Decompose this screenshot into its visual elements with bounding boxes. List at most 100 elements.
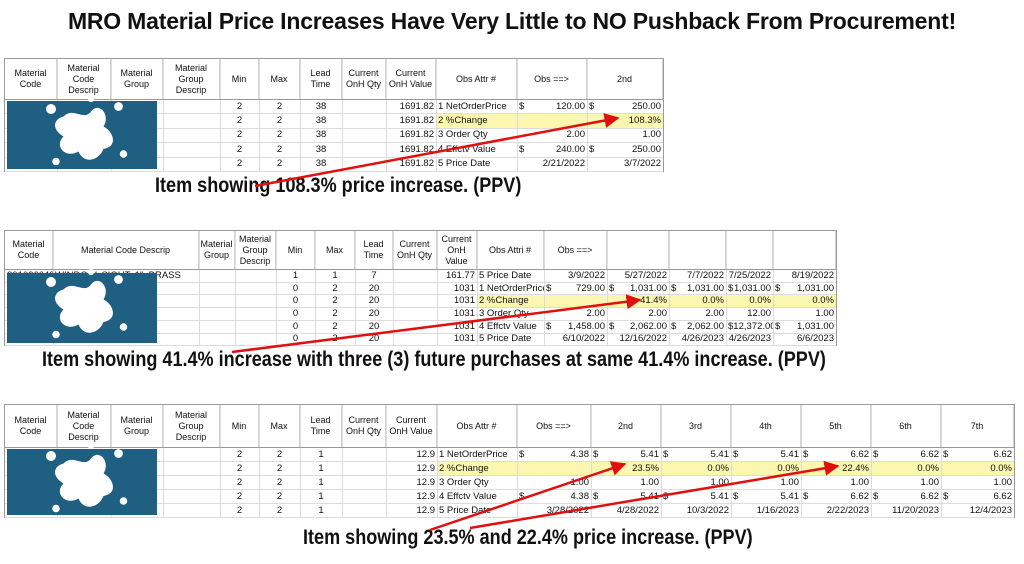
splat-icon [46,442,128,513]
amount: 6.62 [920,490,940,502]
table-cell: 1 [318,448,324,460]
column-header [773,231,836,269]
grid-line [5,142,663,144]
amount: 1,031.00 [797,320,834,332]
table-cell: 1691.82 [399,100,434,112]
column-header: Material Code [5,59,57,99]
grid-line [5,113,663,115]
table-cell: 0 [292,282,299,294]
table-cell: $1,031.00 [669,282,726,295]
table-cell: 1031 [453,295,475,307]
table-cell: 2.00 [648,307,668,319]
column-header: Max [259,405,300,447]
table-cell: 2 [332,282,338,294]
table-cell: 3 Order Qty [479,307,529,319]
column-header: 3rd [661,405,731,447]
table-cell: 2/22/2023 [826,504,869,516]
table-cell: 1.00 [570,476,590,488]
table-cell: 1 [318,462,324,474]
amount: 1,031.00 [630,282,667,294]
table-cell: 12.00 [747,307,771,319]
table-cell: $120.00 [517,99,587,113]
grid-line [199,231,200,346]
data-table: Material Code Material Code Descrip Materi… [4,58,664,172]
column-header: Current OnH Value [437,231,477,269]
table-cell: 20 [368,333,380,345]
amount: 1,031.00 [797,282,834,294]
amount: 250.00 [631,100,661,112]
table-cell: $6.62 [871,489,941,503]
amount: 729.00 [575,282,605,294]
grid-line [5,461,1014,462]
table-cell: 2 [276,490,283,502]
column-header: Material Code [5,231,53,269]
currency-symbol: $ [546,320,552,332]
grid-line [436,59,437,171]
grid-line [587,59,588,171]
table-cell: 38 [315,100,327,112]
amount: 4.38 [570,490,590,502]
table-cell: 2 %Change [479,295,529,307]
column-header: Material Group Descrip [235,231,276,269]
currency-symbol: $ [519,100,525,112]
caption: Item showing 108.3% price increase. (PPV… [155,174,522,197]
table-cell: 2 [236,115,243,127]
table-cell: 1031 [453,333,475,345]
column-header: Max [259,59,300,99]
grid-line [544,231,545,346]
table-cell: $5.41 [591,489,661,503]
table-cell: 2 %Change [438,115,488,127]
table-cell: 2 [276,129,283,141]
amount: 250.00 [631,143,661,155]
table-cell: 11/20/2023 [892,504,939,516]
amount: 5.41 [710,448,730,460]
grid-line [5,319,836,321]
table-cell: 2 %Change [439,462,489,474]
amount: 6.62 [850,448,870,460]
column-header: Lead Time [355,231,393,269]
table-cell: 1691.82 [399,143,434,155]
grid-line [315,231,316,346]
amount: 6.62 [993,490,1013,502]
column-header: Min [276,231,315,269]
amount: 1,031.00 [734,282,771,294]
column-header: Material Code [5,405,57,447]
table-cell: 1.00 [993,476,1013,488]
splat-icon [46,268,128,339]
grid-line [5,99,663,100]
table-cell: 0.0% [917,462,939,474]
table-cell: 2 [236,143,243,155]
grid-line [386,59,387,171]
column-header: Obs Attr # [436,59,517,99]
grid-line [5,475,1014,476]
amount: 5.41 [640,490,660,502]
table-cell: 1.00 [642,129,662,141]
table-cell: 4/26/2023 [681,333,724,345]
grid-line [5,447,1014,448]
table-cell: 6/6/2023 [797,333,834,345]
table-cell: $2,062.00 [669,320,726,333]
table-cell: 1 [318,504,324,516]
table-cell: 2 [276,158,283,170]
currency-symbol: $ [803,448,809,460]
table-cell: 2 [276,100,283,112]
table-cell: 2.00 [705,307,725,319]
currency-symbol: $ [775,320,781,332]
table-cell: 2 [332,295,338,307]
column-header: Material Code Descrip [57,405,111,447]
table-cell: 161.77 [445,269,475,281]
amount: 4.38 [570,448,590,460]
column-header: 7th [941,405,1014,447]
column-header: Material Code Descrip [57,59,111,99]
table-cell: 4/26/2023 [728,333,771,345]
table-cell: 1.00 [815,307,835,319]
table-cell: 1 [318,476,324,488]
table-cell: 7/25/2022 [728,269,771,281]
currency-symbol: $ [589,100,595,112]
grid-line [437,231,438,346]
arrow [231,294,642,354]
column-header: Min [220,405,259,447]
table-cell: $6.62 [871,447,941,461]
grid-line [5,307,836,309]
column-header [726,231,773,269]
